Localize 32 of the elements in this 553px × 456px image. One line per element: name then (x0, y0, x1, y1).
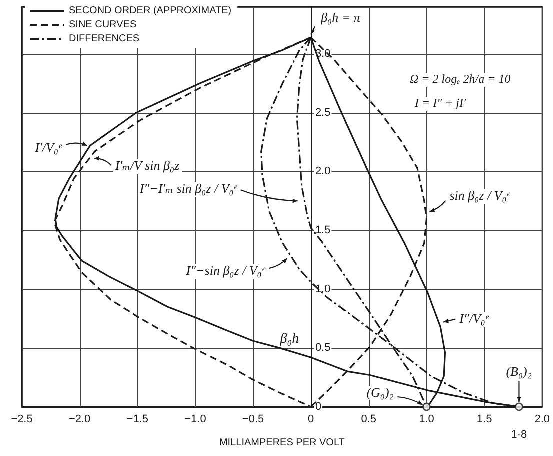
y-tick-label: 0 (315, 401, 322, 413)
annotation: I = I″ + jI′ (413, 96, 468, 111)
x-tick-label: −1.0 (184, 414, 206, 426)
annotation: (G₀)₂ (364, 384, 396, 400)
annotation: Ω = 2 logₑ 2h/a = 10 (408, 72, 513, 87)
annotation: sin β₀z / V₀ᵉ (448, 188, 512, 204)
x-tick-label: −2.0 (68, 414, 91, 426)
x-tick-label: 2.0 (534, 414, 550, 426)
x-tick-label: 1.0 (419, 414, 434, 426)
annotation: I″−sin β₀z / V₀ᵉ (184, 263, 268, 280)
annotation: I″−I′ₘ sin β₀z / V₀ᵉ (138, 180, 240, 197)
y-tick-label: 2.5 (315, 106, 331, 119)
y-tick-label: 2.0 (315, 166, 331, 178)
annotation: I′ₘ/V sin β₀z (113, 158, 182, 174)
x-tick-label: −1.5 (126, 414, 148, 426)
y-axis-title: β₀h (279, 332, 300, 348)
y-tick-label: 1.5 (315, 224, 331, 237)
annotation: (B₀)₂ (504, 364, 534, 380)
y-tick-label: 1.0 (315, 283, 331, 296)
x-tick-label: 1.5 (476, 414, 492, 426)
annotation: I′/V₀ᵉ (33, 140, 64, 156)
x-tick-label: −0.5 (242, 414, 264, 426)
y-tick-label: 0.5 (315, 342, 331, 354)
x-tick-label: 0.5 (361, 414, 377, 426)
annotation: β₀h = π (319, 10, 362, 26)
x-tick-label: −2.5 (11, 414, 33, 426)
annotation: 1·8 (509, 428, 530, 442)
legend-label: DIFFERENCES (69, 34, 140, 44)
legend-label: SINE CURVES (69, 20, 137, 30)
annotation: I″/V₀ᵉ (458, 310, 491, 327)
legend-label: SECOND ORDER (APPROXIMATE) (69, 6, 232, 16)
x-axis-title: MILLIAMPERES PER VOLT (219, 438, 345, 448)
